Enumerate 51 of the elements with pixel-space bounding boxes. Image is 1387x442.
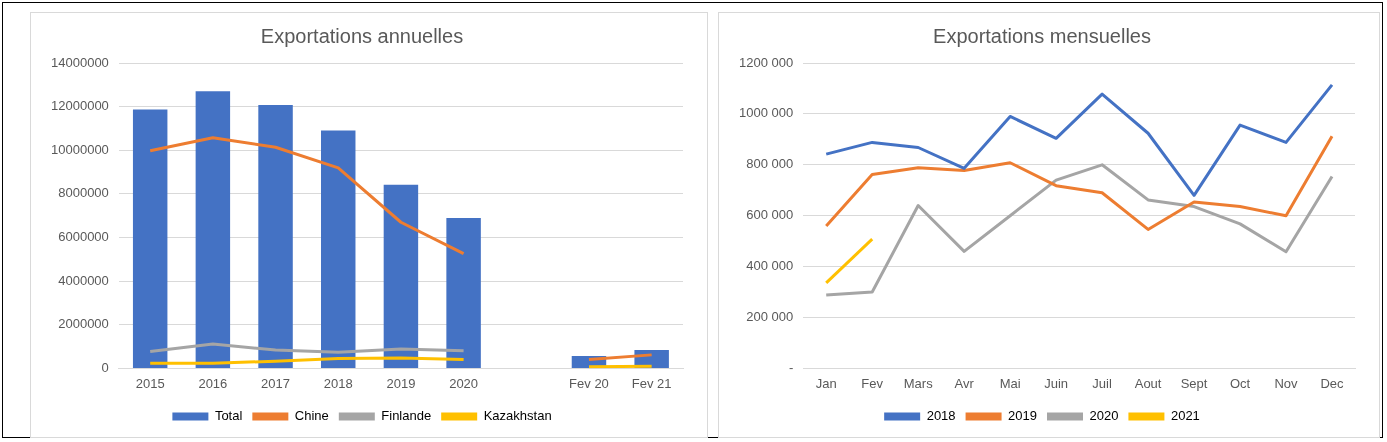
x-tick-label: 2018 [323, 375, 353, 391]
chart-title: Exportations annuelles [260, 24, 464, 47]
y-tick-label: 4000000 [58, 272, 109, 288]
x-tick-label: Sept [1180, 375, 1208, 391]
y-tick-label: 600 000 [746, 207, 794, 223]
x-tick-label: Fev 21 [631, 375, 672, 391]
x-tick-label: Oct [1229, 375, 1251, 391]
bar [446, 218, 481, 368]
bar [258, 104, 293, 368]
bar [132, 109, 168, 368]
x-tick-label: Fev [861, 375, 884, 391]
bar [383, 184, 419, 368]
y-tick-label: 800 000 [746, 156, 794, 172]
y-tick-label: 10000000 [51, 141, 109, 157]
x-tick-label: Juil [1092, 375, 1112, 391]
bar [195, 91, 231, 368]
x-tick-label: 2019 [386, 375, 416, 391]
x-tick-label: 2020 [449, 375, 479, 391]
x-tick-label: Aout [1134, 375, 1162, 391]
y-tick-label: 400 000 [746, 258, 794, 274]
x-tick-label: Mai [999, 375, 1021, 391]
legend-label: 2018 [926, 408, 956, 424]
x-tick-label: 2016 [198, 375, 228, 391]
x-tick-label: Dec [1320, 375, 1345, 391]
x-tick-label: Mars [903, 375, 934, 391]
legend-label: 2021 [1170, 408, 1200, 424]
x-tick-label: Avr [954, 375, 975, 391]
chart-title: Exportations mensuelles [933, 24, 1151, 47]
y-tick-label: 1200 000 [738, 54, 794, 70]
x-tick-label: Juin [1044, 375, 1069, 391]
y-tick-label: - [788, 359, 794, 375]
x-tick-label: 2015 [135, 375, 165, 391]
legend-label: Finlande [381, 408, 432, 424]
y-tick-label: 14000000 [51, 54, 109, 70]
x-tick-label: Fev 20 [569, 375, 609, 391]
y-tick-label: 200 000 [746, 309, 794, 325]
x-tick-label: Nov [1274, 375, 1299, 391]
y-tick-label: 0 [101, 359, 109, 375]
y-tick-label: 12000000 [51, 98, 109, 114]
x-tick-label: 2017 [261, 375, 291, 391]
y-tick-label: 8000000 [58, 185, 109, 201]
legend-label: Chine [294, 408, 329, 424]
bar [321, 130, 356, 368]
y-tick-label: 6000000 [58, 229, 109, 245]
legend-label: Kazakhstan [483, 408, 552, 424]
legend-label: Total [214, 408, 243, 424]
x-tick-label: Jan [815, 375, 837, 391]
y-tick-label: 1000 000 [738, 105, 794, 121]
legend-label: 2019 [1008, 408, 1037, 424]
y-tick-label: 2000000 [58, 316, 109, 332]
legend-label: 2020 [1089, 408, 1119, 424]
